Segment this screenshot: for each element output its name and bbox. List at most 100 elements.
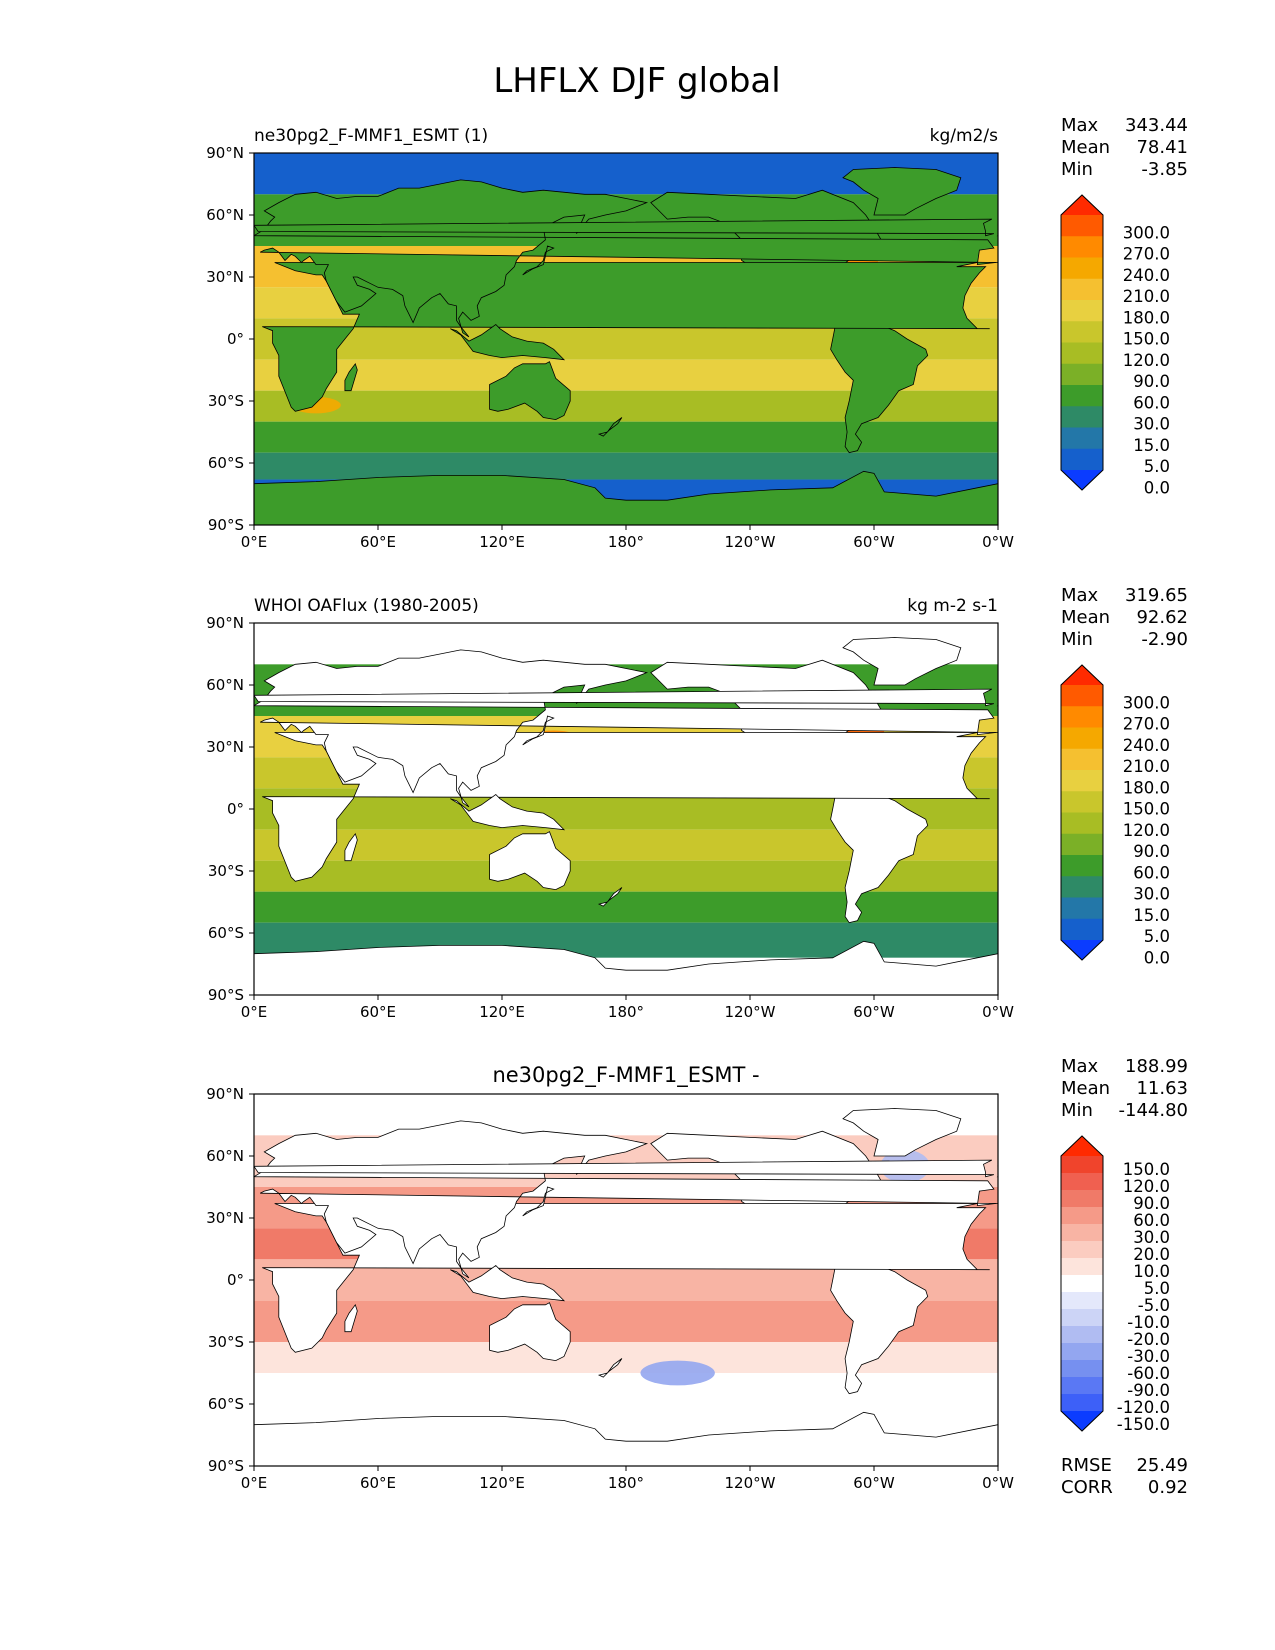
coastline-indonesia: [450, 1264, 566, 1302]
coastline-north-america: [0, 1131, 138, 1263]
colorbar-label: 90.0: [1133, 372, 1170, 391]
coastline-south-america: [830, 1256, 929, 1395]
colorbar-label: 0.0: [1144, 948, 1170, 967]
lon-tick-label: 60°E: [360, 533, 396, 551]
panel-units: kg/m2/s: [930, 126, 998, 146]
lon-tick-label: 0°W: [982, 533, 1014, 551]
stat-value: 11.63: [1136, 1078, 1188, 1099]
lon-tick-label: 120°E: [479, 1474, 525, 1492]
coastline-antarctica: [254, 470, 998, 525]
colorbar-label: 5.0: [1144, 927, 1170, 946]
extra-stat-label: CORR: [1061, 1477, 1113, 1498]
coastline-eurasia: [0, 1121, 252, 1278]
coastline-uk: [254, 1159, 994, 1178]
lat-tick-label: 60°N: [206, 676, 244, 694]
lat-tick-label: 90°N: [206, 144, 244, 162]
colorbar: 150.0120.090.060.030.020.010.05.0-5.0-10…: [1060, 1135, 1170, 1434]
lon-tick-label: 60°E: [360, 1003, 396, 1021]
coastline-japan: [1267, 1187, 1275, 1216]
stat-label: Mean: [1061, 607, 1110, 628]
lat-tick-label: 90°S: [208, 986, 244, 1004]
stat-label: Min: [1061, 1100, 1093, 1121]
colorbar-label: -90.0: [1127, 1381, 1170, 1400]
lon-tick-label: 0°E: [241, 533, 268, 551]
lon-tick-label: 0°E: [241, 1003, 268, 1021]
lat-tick-label: 60°S: [208, 454, 244, 472]
coastline-antarctica: [254, 1411, 998, 1466]
colorbar-swatch: [1061, 427, 1103, 450]
lat-tick-label: 0°: [227, 1271, 244, 1289]
colorbar-swatch: [1061, 257, 1103, 280]
panel-title-left: ne30pg2_F-MMF1_ESMT (1): [254, 126, 488, 146]
colorbar-label: -120.0: [1117, 1398, 1170, 1417]
lon-tick-label: 60°W: [853, 1003, 895, 1021]
colorbar-label: 300.0: [1123, 693, 1170, 712]
panel-1: 90°N 60°N 30°N 0° 30°S 60°S 90°S0°E 60°E 120°E 18…: [0, 115, 1275, 551]
lon-tick-label: 60°W: [853, 533, 895, 551]
coastline-australia: [1234, 362, 1275, 420]
colorbar-swatch: [1061, 215, 1103, 237]
colorbar-label: 10.0: [1133, 1262, 1170, 1281]
coastline-south-america: [830, 785, 929, 924]
map-field: [0, 153, 1275, 525]
coastline-indonesia: [450, 323, 566, 361]
colorbar-outline: [1060, 194, 1104, 491]
lon-tick-label: 0°E: [241, 1474, 268, 1492]
coastline-greenland: [99, 638, 217, 686]
coastline-south-america: [87, 1257, 184, 1393]
lat-tick-label: 30°N: [206, 1209, 244, 1227]
colorbar-swatch: [1061, 1173, 1103, 1191]
coastline-indonesia: [1194, 1266, 1275, 1301]
extra-stat-value: 0.92: [1148, 1477, 1188, 1498]
colorbar-swatch: [1061, 727, 1103, 750]
colorbar-label: 30.0: [1133, 415, 1170, 434]
lat-tick-label: 30°N: [206, 738, 244, 756]
colorbar-extend-min: [1061, 1411, 1103, 1431]
lon-tick-label: 120°W: [725, 1474, 776, 1492]
lon-tick-label: 180°: [608, 1003, 644, 1021]
coastline-greenland: [842, 637, 962, 686]
lat-tick-label: 0°: [227, 330, 244, 348]
coastline-uk: [254, 218, 994, 237]
coastline-japan: [522, 1186, 555, 1217]
colorbar-swatch: [1061, 1207, 1103, 1225]
lon-tick-label: 120°W: [725, 533, 776, 551]
coastline-north-america: [0, 660, 138, 792]
coastline-north-america: [0, 190, 138, 322]
colorbar-swatch: [1061, 897, 1103, 920]
colorbar-label: -30.0: [1127, 1347, 1170, 1366]
colorbar-swatch: [1061, 748, 1103, 771]
stat-label: Max: [1061, 585, 1099, 606]
colorbar-swatch: [1061, 448, 1103, 471]
stat-label: Min: [1061, 629, 1093, 650]
coastline-madagascar: [344, 1303, 358, 1333]
coastline-south-america: [87, 316, 184, 452]
stat-label: Min: [1061, 159, 1093, 180]
coastline-greenland: [842, 1108, 962, 1157]
colorbar-swatch: [1061, 385, 1103, 407]
coastline-greenland: [842, 167, 962, 216]
colorbar-swatch: [1061, 833, 1103, 856]
coastline-japan: [1267, 246, 1275, 275]
colorbar-label: 180.0: [1123, 308, 1170, 327]
coastline-australia: [1234, 832, 1275, 890]
stat-value: 92.62: [1136, 607, 1188, 628]
coastline-greenland: [99, 168, 217, 216]
field-band: [254, 891, 998, 923]
colorbar-swatch: [1061, 1190, 1103, 1208]
colorbar-swatch: [1061, 363, 1103, 386]
stat-label: Max: [1061, 115, 1099, 136]
coastline-eurasia: [254, 649, 996, 808]
stat-value: -3.85: [1141, 159, 1188, 180]
stat-label: Mean: [1061, 137, 1110, 158]
colorbar-swatch: [1061, 342, 1103, 365]
lon-tick-label: 180°: [608, 1474, 644, 1492]
field-feature: [640, 1360, 715, 1386]
lat-tick-label: 90°S: [208, 516, 244, 534]
colorbar-label: -10.0: [1127, 1313, 1170, 1332]
extra-stat-value: 25.49: [1136, 1455, 1188, 1476]
colorbar-label: 300.0: [1123, 223, 1170, 242]
lon-tick-label: 120°W: [725, 1003, 776, 1021]
colorbar-swatch: [1061, 1292, 1103, 1310]
colorbar-label: 120.0: [1123, 821, 1170, 840]
